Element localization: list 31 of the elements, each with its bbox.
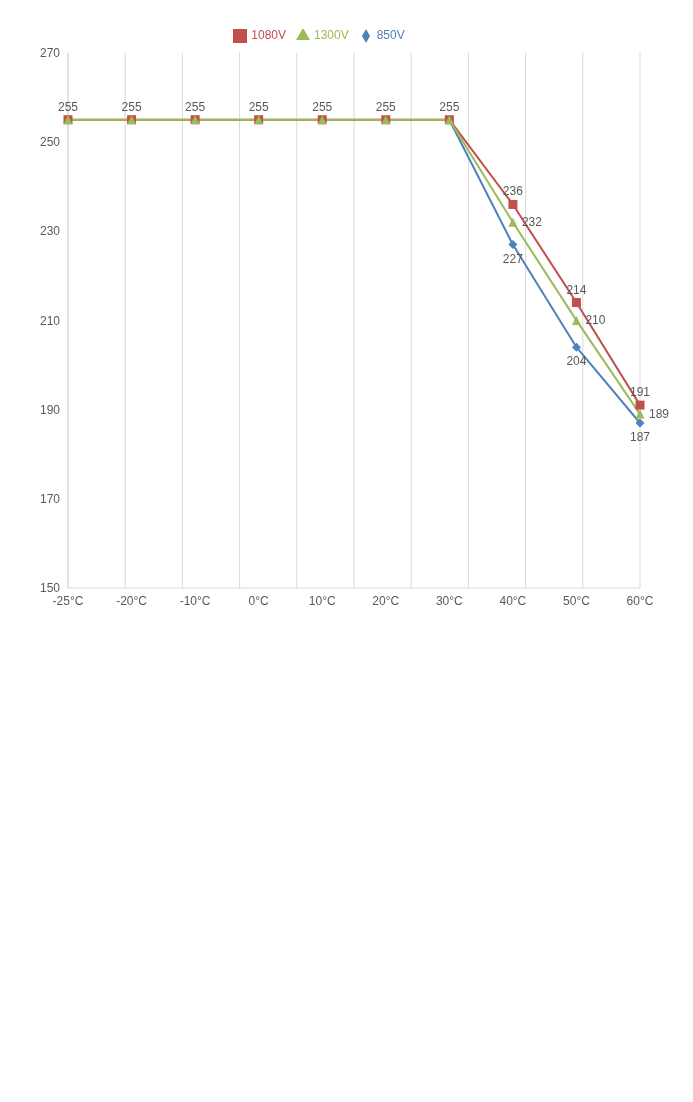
data-label: 255 [121, 99, 142, 114]
y-tick-label: 190 [39, 402, 61, 417]
y-tick-label: 270 [39, 46, 61, 61]
data-label: 255 [57, 99, 79, 114]
x-tick-label: -10°C [179, 593, 211, 608]
x-tick-label: 10°C [308, 593, 336, 608]
y-tick-label: 150 [39, 581, 61, 596]
x-tick-label: 0°C [248, 593, 270, 608]
x-tick-label: 40°C [499, 593, 527, 608]
x-tick-label: -25°C [52, 593, 84, 608]
data-label: 189 [649, 407, 670, 422]
data-label: 255 [248, 99, 269, 114]
data-label: 255 [375, 99, 397, 114]
y-tick-label: 250 [39, 135, 61, 150]
data-label: 187 [629, 429, 651, 444]
data-label: 236 [502, 184, 524, 199]
data-label: 255 [185, 99, 206, 114]
x-tick-label: 50°C [563, 593, 591, 608]
legend-label: 1300V [313, 28, 349, 42]
x-tick-label: 30°C [435, 593, 464, 608]
legend-label: 1080V [251, 28, 286, 42]
legend-label: 850V [376, 28, 405, 42]
x-tick-label: 20°C [372, 593, 400, 608]
x-tick-label: 60°C [626, 593, 654, 608]
y-tick-label: 170 [39, 492, 61, 507]
x-tick-label: -20°C [116, 593, 148, 608]
y-tick-label: 210 [39, 313, 61, 328]
y-tick-label: 230 [39, 224, 61, 239]
data-label: 255 [439, 99, 460, 114]
data-label: 255 [312, 99, 333, 114]
data-label: 204 [566, 354, 587, 369]
